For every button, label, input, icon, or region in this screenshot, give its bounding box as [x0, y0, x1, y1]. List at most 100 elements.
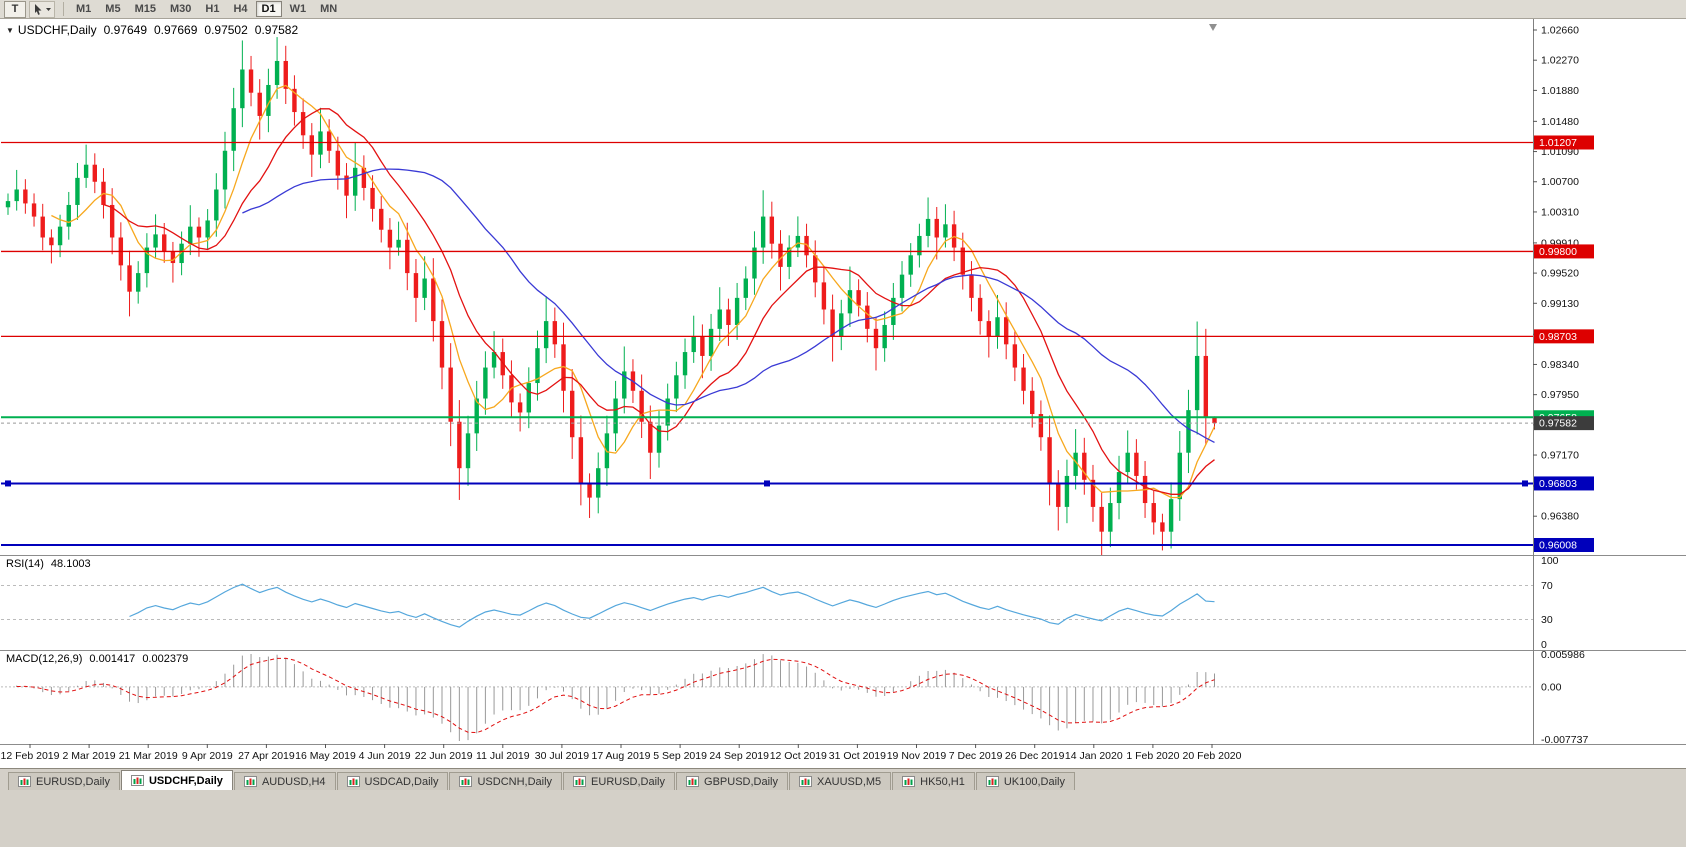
- macd-signal: 0.002379: [142, 653, 189, 665]
- mini-chart-icon: [243, 776, 257, 787]
- macd-axis-max: 0.005986: [1541, 649, 1585, 661]
- price-axis-label: 1.00700: [1541, 176, 1579, 188]
- chevron-down-icon: [46, 7, 51, 11]
- rsi-value: 48.1003: [50, 558, 91, 570]
- rsi-axis-label: 0: [1541, 639, 1547, 651]
- x-axis-label: 24 Sep 2019: [709, 750, 769, 762]
- chart-tabs-bar: EURUSD,Daily USDCHF,Daily AUDUSD,H4 USDCAD,…: [0, 770, 1686, 790]
- x-axis-label: 19 Nov 2019: [887, 750, 947, 762]
- timeframe-button-m30[interactable]: M30: [169, 3, 192, 15]
- chart-tab-usdcnh-daily[interactable]: USDCNH,Daily: [449, 772, 563, 790]
- price-axis-label: 1.02270: [1541, 55, 1579, 67]
- cursor-tool-button[interactable]: [29, 0, 55, 18]
- chart-tab-label: XAUUSD,M5: [816, 775, 882, 788]
- hline-handle[interactable]: [1522, 480, 1528, 487]
- mini-chart-icon: [798, 776, 812, 787]
- x-axis-label: 14 Jan 2020: [1065, 750, 1123, 762]
- hline-handle[interactable]: [5, 480, 11, 487]
- x-axis-label: 17 Aug 2019: [592, 750, 651, 762]
- mini-chart-icon: [686, 776, 700, 787]
- x-axis-label: 1 Feb 2020: [1126, 750, 1179, 762]
- ma-line-6: [51, 84, 1216, 499]
- rsi-panel: 100 70 30 0: [1, 555, 1559, 651]
- price-axis-label: 1.01480: [1541, 116, 1579, 128]
- svg-text:1.01207: 1.01207: [1539, 137, 1577, 149]
- mini-chart-icon: [573, 776, 587, 787]
- time-axis: 12 Feb 2019 2 Mar 2019 21 Mar 2019 9 Apr 20…: [1, 744, 1242, 762]
- templates-button[interactable]: T: [4, 0, 26, 18]
- collapse-indicator-icon[interactable]: ▼: [6, 26, 14, 35]
- chart-tab-label: EURUSD,Daily: [591, 775, 666, 788]
- price-label-chip: [1534, 329, 1594, 344]
- timeframe-button-w1[interactable]: W1: [289, 3, 307, 15]
- rsi-line: [129, 583, 1215, 628]
- chart-tab-eurusd-daily[interactable]: EURUSD,Daily: [563, 772, 676, 790]
- x-axis-label: 12 Oct 2019: [770, 750, 827, 762]
- svg-text:0.96803: 0.96803: [1539, 478, 1577, 490]
- price-axis-label: 1.02660: [1541, 25, 1579, 37]
- hline-handle[interactable]: [764, 480, 770, 487]
- ma-line-12: [103, 108, 1215, 495]
- ohlc-low: 0.97502: [204, 23, 248, 37]
- chart-tab-uk100-daily[interactable]: UK100,Daily: [975, 772, 1075, 790]
- price-label-chip: [1534, 135, 1594, 150]
- macd-indicator-label: MACD(12,26,9) 0.001417 0.002379: [6, 653, 195, 665]
- x-axis-label: 26 Dec 2019: [1005, 750, 1065, 762]
- timeframe-button-m1[interactable]: M1: [76, 3, 92, 15]
- price-axis-label: 1.00310: [1541, 206, 1579, 218]
- chart-tab-label: GBPUSD,Daily: [704, 775, 778, 788]
- mini-chart-icon: [346, 776, 360, 787]
- chart-tab-label: UK100,Daily: [1003, 775, 1065, 788]
- chart-shift-marker[interactable]: [1209, 24, 1217, 31]
- x-axis-label: 12 Feb 2019: [1, 750, 60, 762]
- macd-main: 0.001417: [89, 653, 136, 665]
- x-axis-label: 7 Dec 2019: [949, 750, 1003, 762]
- price-chart[interactable]: 1.026601.022701.018801.014801.010901.007…: [0, 19, 1686, 768]
- x-axis-label: 27 Apr 2019: [238, 750, 295, 762]
- mini-chart-icon: [130, 775, 144, 786]
- x-axis-label: 20 Feb 2020: [1183, 750, 1242, 762]
- price-axis-label: 0.97170: [1541, 450, 1579, 462]
- chart-tab-usdchf-daily[interactable]: USDCHF,Daily: [120, 770, 233, 790]
- cursor-icon: [35, 3, 42, 15]
- macd-panel: 0.005986 0.00 -0.007737: [1, 649, 1588, 746]
- chart-tab-eurusd-daily[interactable]: EURUSD,Daily: [8, 772, 120, 790]
- timeframe-button-d1[interactable]: D1: [255, 1, 282, 17]
- timeframe-button-h4[interactable]: H4: [233, 3, 248, 15]
- chart-tab-audusd-h4[interactable]: AUDUSD,H4: [233, 772, 336, 790]
- price-label-chip: [1534, 476, 1594, 491]
- x-axis-label: 22 Jun 2019: [415, 750, 473, 762]
- x-axis-label: 4 Jun 2019: [359, 750, 411, 762]
- macd-axis-zero: 0.00: [1541, 681, 1562, 693]
- price-axis-label: 0.99130: [1541, 298, 1579, 310]
- chart-title: ▼ USDCHF,Daily 0.97649 0.97669 0.97502 0.9758…: [6, 23, 305, 37]
- x-axis-label: 31 Oct 2019: [829, 750, 886, 762]
- timeframe-button-m5[interactable]: M5: [105, 3, 121, 15]
- timeframe-button-m15[interactable]: M15: [134, 3, 156, 15]
- rsi-axis-label: 70: [1541, 580, 1553, 592]
- rsi-axis-label: 30: [1541, 614, 1553, 626]
- x-axis-label: 30 Jul 2019: [535, 750, 589, 762]
- chart-tab-label: USDCNH,Daily: [477, 775, 553, 788]
- macd-axis-min: -0.007737: [1541, 734, 1588, 746]
- chart-tab-usdcad-daily[interactable]: USDCAD,Daily: [336, 772, 449, 790]
- moving-averages: [51, 84, 1216, 499]
- x-axis-label: 21 Mar 2019: [119, 750, 178, 762]
- chart-symbol-label: USDCHF,Daily: [17, 23, 97, 37]
- mini-chart-icon: [902, 776, 916, 787]
- chart-tab-gbpusd-daily[interactable]: GBPUSD,Daily: [676, 772, 788, 790]
- timeframe-row: M1 M5 M15 M30 H1 H4 D1 W1 MN: [69, 1, 344, 17]
- chart-tab-hk50-h1[interactable]: HK50,H1: [892, 772, 975, 790]
- chart-tab-label: AUDUSD,H4: [261, 775, 326, 788]
- x-axis-label: 2 Mar 2019: [63, 750, 116, 762]
- panel-separators: [0, 19, 1686, 745]
- ohlc-open: 0.97649: [103, 23, 147, 37]
- chart-tab-label: USDCHF,Daily: [148, 774, 223, 787]
- chart-tab-label: HK50,H1: [920, 775, 965, 788]
- price-axis-label: 0.98340: [1541, 359, 1579, 371]
- macd-name: MACD(12,26,9): [6, 653, 83, 665]
- timeframe-button-h1[interactable]: H1: [205, 3, 220, 15]
- x-axis-label: 11 Jul 2019: [476, 750, 530, 762]
- chart-tab-xauusd-m5[interactable]: XAUUSD,M5: [788, 772, 892, 790]
- timeframe-button-mn[interactable]: MN: [320, 3, 338, 15]
